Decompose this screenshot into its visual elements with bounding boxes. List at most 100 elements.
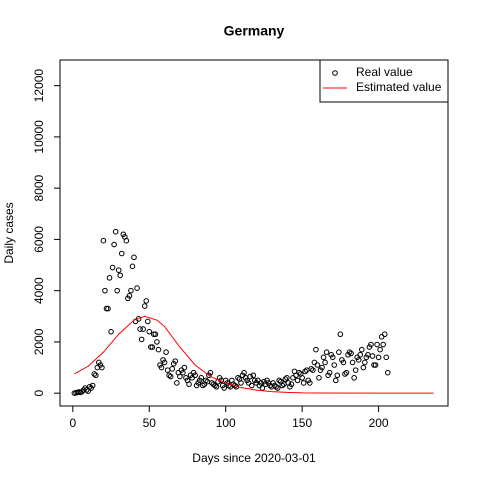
data-point: [250, 372, 257, 379]
y-tick-label: 4000: [32, 277, 46, 304]
data-point: [102, 287, 108, 294]
data-point: [384, 369, 391, 376]
x-tick-label: 100: [216, 416, 236, 430]
plot-box: [59, 59, 449, 407]
data-point: [186, 381, 192, 388]
data-point: [374, 341, 380, 348]
data-point: [308, 366, 315, 372]
data-point: [378, 334, 385, 340]
data-point: [167, 373, 174, 380]
data-point: [336, 349, 342, 355]
y-tick-label: 10000: [32, 120, 46, 154]
data-point: [342, 371, 348, 377]
data-point: [108, 328, 114, 335]
data-point: [137, 326, 143, 332]
data-point: [126, 292, 133, 299]
data-point: [177, 373, 183, 380]
data-point: [106, 275, 113, 281]
data-point: [375, 354, 382, 361]
data-point: [340, 359, 347, 366]
legend-box: [319, 59, 449, 103]
data-point: [337, 331, 344, 338]
data-point: [381, 331, 388, 338]
data-point: [123, 237, 130, 244]
data-point: [316, 375, 322, 381]
data-point: [357, 351, 364, 358]
data-point: [212, 382, 218, 389]
data-point: [311, 359, 318, 366]
legend-symbol: [332, 70, 338, 76]
data-point: [192, 372, 198, 379]
data-point: [352, 367, 359, 373]
data-point: [299, 375, 305, 381]
data-point: [89, 382, 96, 389]
data-point: [320, 354, 327, 361]
data-point: [144, 318, 151, 325]
data-point: [276, 377, 283, 384]
data-point: [377, 346, 383, 353]
data-point: [141, 303, 148, 309]
data-point: [149, 344, 156, 350]
data-point: [351, 375, 357, 381]
data-point: [221, 385, 227, 391]
data-point: [300, 380, 307, 386]
data-point: [118, 250, 125, 257]
data-point: [86, 383, 93, 390]
data-point: [310, 367, 316, 373]
data-point: [105, 305, 111, 312]
data-point: [319, 364, 325, 371]
data-point: [91, 371, 98, 377]
data-point: [92, 372, 99, 379]
data-point: [346, 349, 353, 355]
data-point: [362, 359, 368, 366]
data-point: [146, 328, 153, 335]
data-point: [329, 354, 336, 361]
data-point: [368, 341, 374, 348]
data-point: [322, 359, 328, 366]
data-point: [173, 380, 180, 386]
data-point: [158, 364, 165, 371]
x-tick-label: 0: [69, 416, 76, 430]
data-point: [207, 369, 214, 376]
data-point: [248, 382, 255, 389]
legend-label: Estimated value: [356, 80, 442, 94]
data-point: [83, 387, 90, 393]
data-point: [282, 376, 289, 382]
data-point: [112, 228, 119, 235]
data-point: [296, 369, 302, 376]
data-point: [360, 364, 367, 371]
data-point: [314, 362, 321, 368]
data-point: [169, 366, 176, 372]
y-tick-label: 8000: [32, 174, 46, 201]
data-point: [94, 364, 101, 371]
data-point: [166, 372, 172, 379]
data-point: [302, 368, 309, 375]
data-point: [241, 369, 247, 376]
y-axis-label: Daily cases: [2, 202, 16, 263]
data-point: [323, 349, 330, 355]
data-point: [181, 364, 188, 371]
data-point: [99, 364, 105, 371]
data-point: [172, 358, 179, 364]
chart-title: Germany: [224, 23, 285, 39]
data-point: [290, 375, 296, 381]
data-point: [247, 373, 253, 380]
x-tick-label: 150: [292, 416, 312, 430]
y-tick-label: 0: [32, 390, 46, 397]
data-point: [383, 354, 390, 361]
data-point: [273, 383, 279, 390]
data-point: [326, 369, 333, 376]
data-point: [117, 272, 124, 279]
data-point: [128, 287, 134, 294]
data-point: [164, 367, 171, 373]
data-point: [331, 362, 338, 368]
data-point: [355, 357, 362, 363]
data-point: [163, 349, 169, 355]
data-point: [358, 346, 365, 353]
data-point: [294, 377, 301, 384]
data-point: [154, 339, 160, 345]
data-point: [155, 346, 162, 353]
data-point: [235, 375, 241, 381]
legend-label: Real value: [356, 65, 413, 79]
